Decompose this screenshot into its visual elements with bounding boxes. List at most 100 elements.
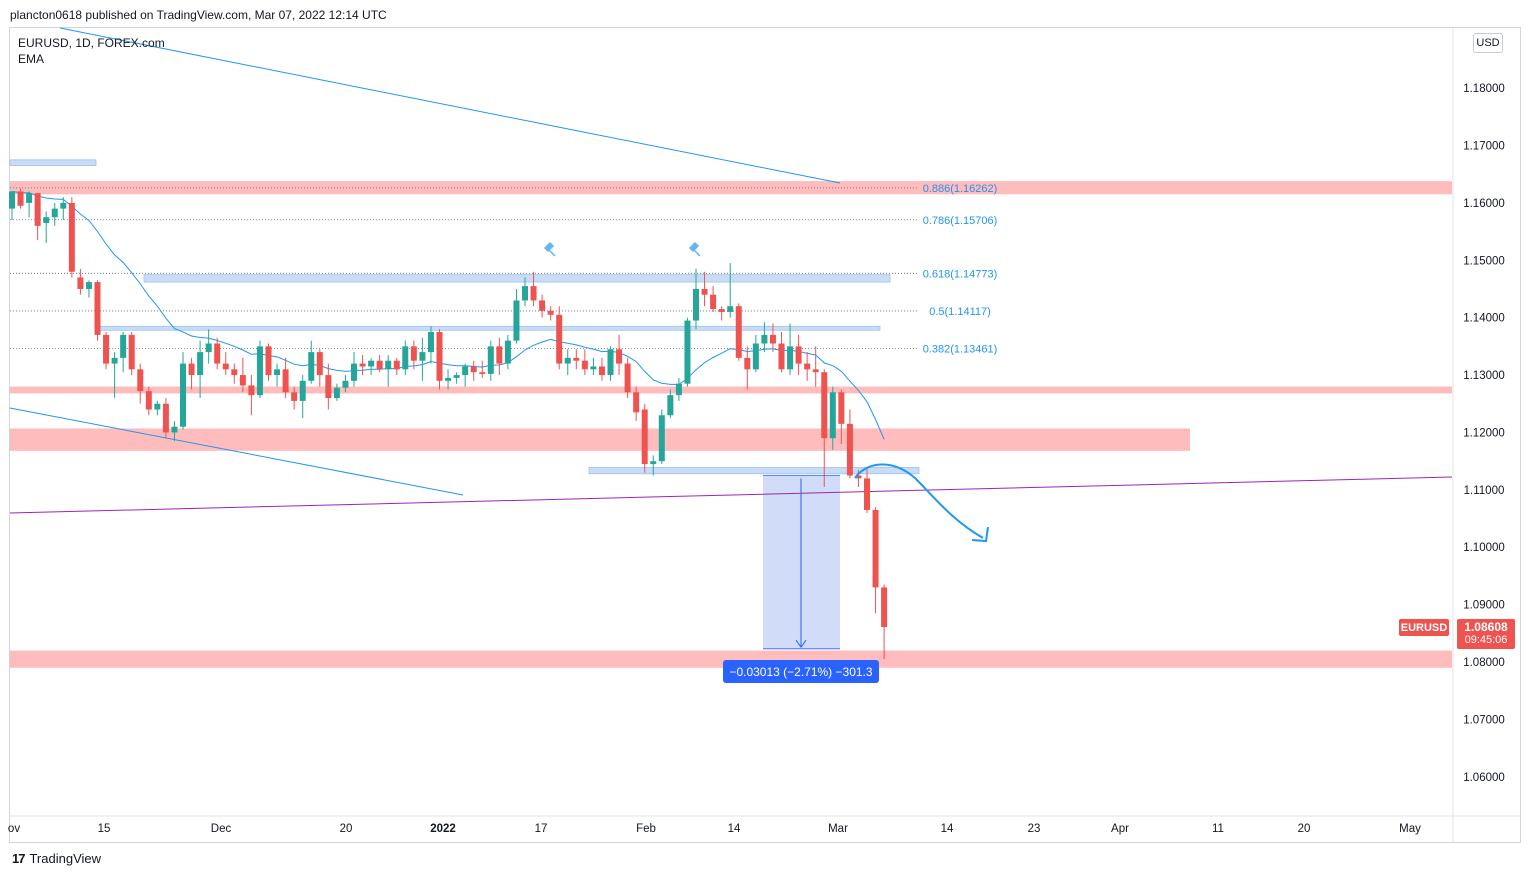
candle[interactable] (103, 332, 110, 370)
candle[interactable] (436, 329, 443, 390)
candle[interactable] (282, 357, 289, 399)
candle[interactable] (9, 191, 15, 221)
candle[interactable] (496, 337, 503, 376)
candle[interactable] (197, 340, 204, 399)
candle[interactable] (769, 323, 776, 353)
candle[interactable] (445, 369, 452, 390)
channel-line[interactable] (9, 407, 464, 496)
candle[interactable] (77, 268, 84, 295)
candle[interactable] (795, 334, 802, 376)
candle[interactable] (342, 375, 349, 393)
candle[interactable] (308, 340, 315, 384)
candle[interactable] (376, 354, 383, 373)
candle[interactable] (864, 466, 870, 513)
candle[interactable] (274, 363, 281, 387)
candle[interactable] (539, 294, 546, 318)
candle[interactable] (402, 340, 409, 376)
candle[interactable] (239, 357, 246, 393)
candle[interactable] (829, 386, 836, 450)
candle[interactable] (68, 197, 75, 278)
candle[interactable] (633, 386, 640, 421)
candle[interactable] (171, 420, 178, 442)
candle[interactable] (684, 317, 691, 387)
candle[interactable] (504, 334, 511, 370)
candle[interactable] (94, 280, 101, 341)
candle[interactable] (26, 191, 33, 218)
trend-support-line[interactable] (9, 476, 1453, 514)
candle[interactable] (410, 340, 417, 370)
candle[interactable] (701, 271, 708, 307)
candle[interactable] (51, 202, 58, 226)
candle[interactable] (128, 332, 135, 376)
candle[interactable] (145, 386, 152, 416)
candle[interactable] (650, 455, 657, 476)
candle[interactable] (547, 306, 554, 321)
candle[interactable] (85, 280, 92, 298)
candle[interactable] (710, 286, 717, 312)
candle[interactable] (214, 337, 221, 370)
candle[interactable] (419, 337, 426, 381)
candle[interactable] (590, 357, 597, 376)
candle[interactable] (188, 357, 195, 390)
candle[interactable] (316, 349, 323, 387)
indicator-legend[interactable]: EMA (18, 52, 45, 66)
range-box[interactable] (588, 467, 920, 475)
candle[interactable] (556, 306, 563, 370)
resistance-zone[interactable] (10, 428, 1190, 451)
candle[interactable] (718, 306, 725, 321)
candle[interactable] (804, 352, 811, 381)
candle[interactable] (693, 268, 699, 330)
candle[interactable] (359, 354, 366, 376)
candle[interactable] (248, 375, 255, 416)
candle[interactable] (325, 363, 332, 410)
candle[interactable] (180, 352, 186, 430)
candle[interactable] (256, 340, 263, 399)
candle[interactable] (641, 403, 648, 473)
candle[interactable] (846, 409, 853, 479)
candle[interactable] (479, 360, 486, 378)
candle[interactable] (34, 193, 41, 241)
candle[interactable] (265, 343, 272, 381)
candle[interactable] (607, 346, 614, 381)
range-box[interactable] (94, 325, 881, 331)
resistance-zone[interactable] (10, 650, 1452, 668)
candle[interactable] (787, 323, 794, 376)
candle[interactable] (752, 334, 759, 373)
candle[interactable] (667, 389, 674, 419)
candle[interactable] (658, 409, 665, 465)
candle[interactable] (393, 357, 400, 376)
candle[interactable] (487, 340, 494, 381)
candle[interactable] (291, 386, 298, 410)
candle[interactable] (744, 346, 751, 390)
candle[interactable] (616, 334, 623, 376)
candle[interactable] (368, 357, 375, 376)
candle[interactable] (222, 352, 229, 376)
candle[interactable] (162, 398, 169, 439)
candle[interactable] (43, 211, 50, 244)
candle[interactable] (881, 584, 888, 660)
candle[interactable] (727, 263, 734, 318)
range-box[interactable] (9, 159, 97, 166)
candle[interactable] (205, 329, 212, 364)
candle[interactable] (453, 372, 460, 384)
candle[interactable] (462, 363, 469, 387)
candle[interactable] (351, 352, 357, 387)
candle[interactable] (761, 322, 768, 353)
candle[interactable] (299, 375, 306, 419)
candle[interactable] (872, 507, 879, 614)
candle[interactable] (522, 277, 528, 307)
downtrend-line[interactable] (59, 27, 841, 184)
candle[interactable] (778, 332, 785, 373)
candle[interactable] (111, 352, 118, 399)
candle[interactable] (624, 357, 631, 399)
candle[interactable] (120, 332, 127, 373)
candle[interactable] (735, 303, 742, 361)
resistance-zone[interactable] (10, 181, 1452, 195)
candle[interactable] (530, 271, 537, 307)
resistance-zone[interactable] (10, 386, 1452, 394)
currency-button[interactable]: USD (1473, 33, 1503, 53)
candle[interactable] (385, 354, 392, 387)
projection-path[interactable] (854, 463, 984, 539)
pin-marker-icon[interactable] (543, 241, 556, 257)
